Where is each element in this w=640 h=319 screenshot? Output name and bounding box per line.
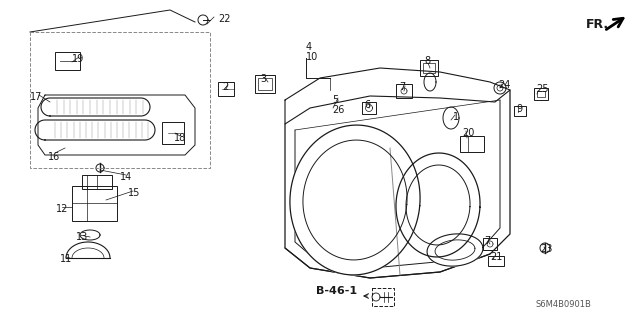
Text: 25: 25 — [536, 84, 548, 94]
Text: 16: 16 — [48, 152, 60, 162]
Bar — [396, 84, 412, 98]
Bar — [483, 238, 497, 250]
Text: 13: 13 — [76, 232, 88, 242]
Text: 1: 1 — [453, 112, 459, 122]
Text: 19: 19 — [72, 54, 84, 64]
Bar — [255, 75, 275, 93]
Bar — [423, 63, 435, 73]
Text: 10: 10 — [306, 52, 318, 62]
Polygon shape — [290, 125, 420, 275]
Bar — [162, 122, 184, 144]
Bar — [514, 106, 526, 116]
Polygon shape — [427, 234, 483, 266]
Text: 7: 7 — [484, 236, 490, 246]
Bar — [82, 175, 112, 189]
Text: B-46-1: B-46-1 — [316, 286, 357, 296]
Text: 17: 17 — [30, 92, 42, 102]
Text: 20: 20 — [462, 128, 474, 138]
Text: 7: 7 — [399, 82, 405, 92]
Bar — [362, 102, 376, 114]
Text: FR.: FR. — [586, 18, 609, 31]
Text: 26: 26 — [332, 105, 344, 115]
Text: 5: 5 — [332, 95, 339, 105]
Text: 4: 4 — [306, 42, 312, 52]
Bar — [218, 82, 234, 96]
Bar — [534, 88, 548, 100]
Text: 18: 18 — [174, 133, 186, 143]
Bar — [372, 288, 394, 306]
Bar — [488, 256, 504, 266]
Bar — [258, 78, 272, 90]
Text: 15: 15 — [128, 188, 140, 198]
Bar — [420, 60, 438, 76]
Bar — [460, 136, 484, 152]
Text: 6: 6 — [364, 100, 370, 110]
Text: 14: 14 — [120, 172, 132, 182]
Text: S6M4B0901B: S6M4B0901B — [536, 300, 592, 309]
Text: 3: 3 — [260, 74, 266, 84]
Text: 24: 24 — [498, 80, 510, 90]
Text: 21: 21 — [490, 252, 502, 262]
Text: 9: 9 — [516, 104, 522, 114]
Text: 2: 2 — [222, 82, 228, 92]
Text: 12: 12 — [56, 204, 68, 214]
Polygon shape — [396, 153, 480, 257]
Text: 23: 23 — [540, 244, 552, 254]
Text: 8: 8 — [424, 56, 430, 66]
Text: 11: 11 — [60, 254, 72, 264]
Bar — [72, 186, 117, 221]
Text: 22: 22 — [218, 14, 230, 24]
Bar — [537, 91, 545, 97]
Bar — [55, 52, 80, 70]
